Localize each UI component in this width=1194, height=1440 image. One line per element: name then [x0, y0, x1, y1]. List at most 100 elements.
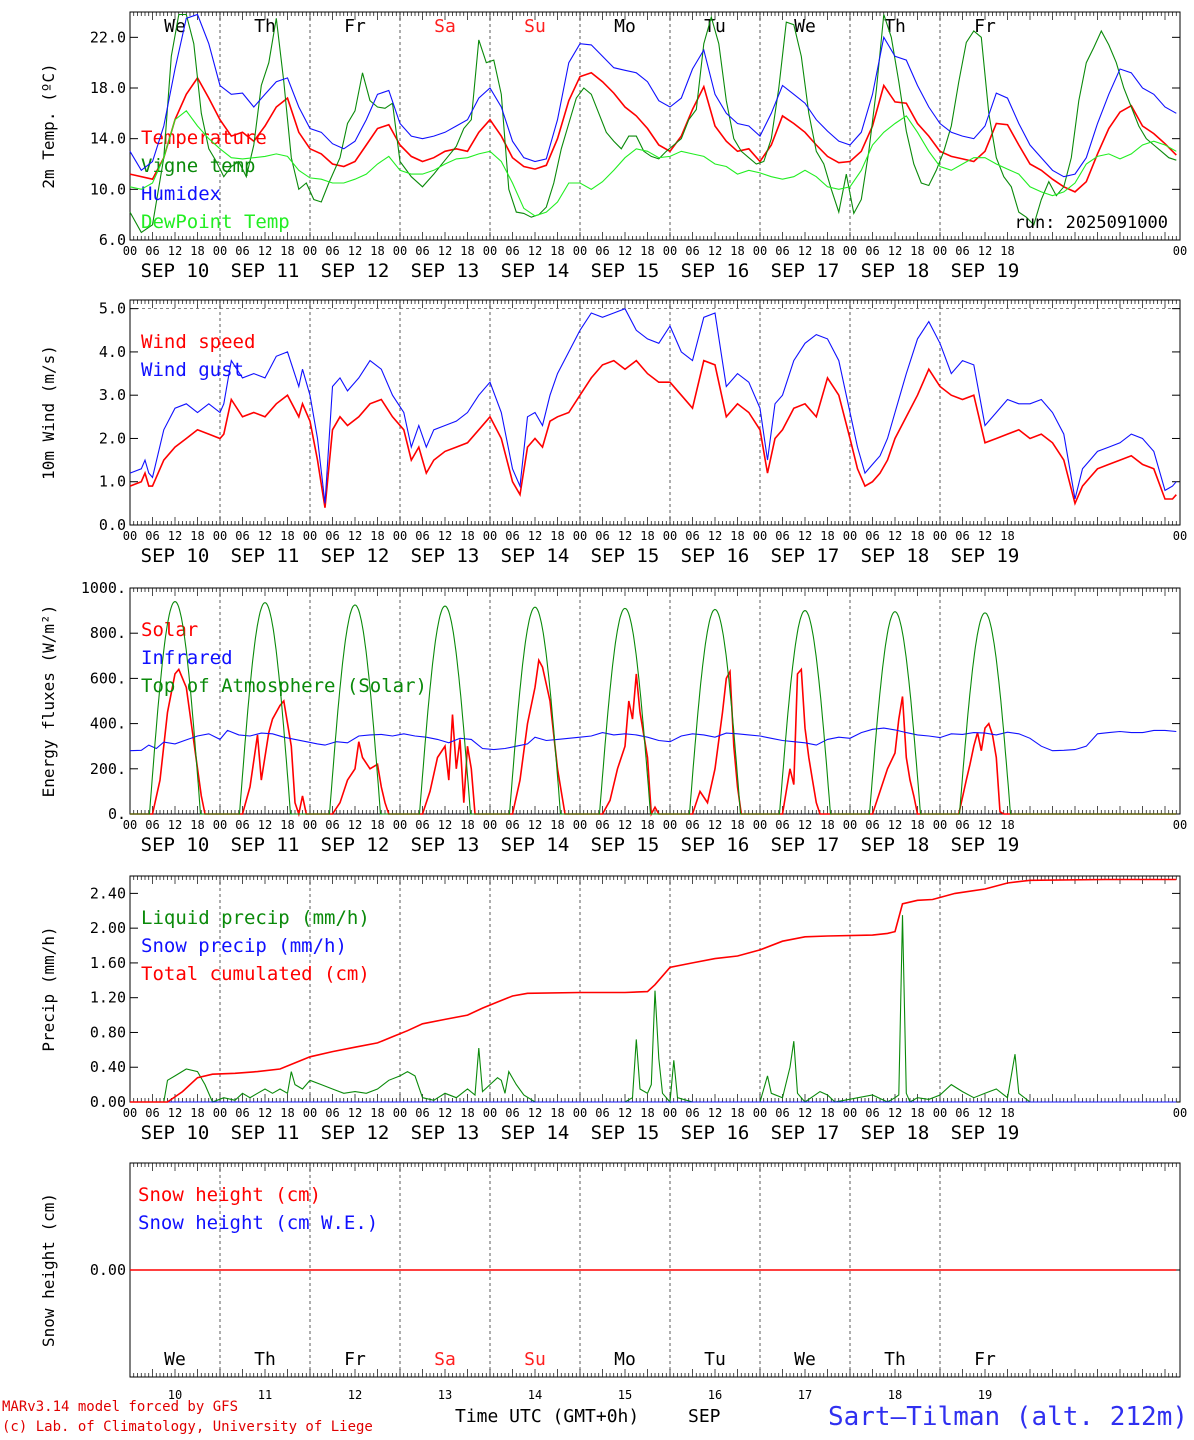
x-date-label: SEP 12 [321, 545, 390, 567]
x-date-label: SEP 17 [771, 545, 840, 567]
x-tick-label: 06 [595, 529, 609, 543]
model-credit: MARv3.14 model forced by GFS [2, 1399, 239, 1415]
x-date-label: SEP 16 [681, 1122, 750, 1144]
y-tick-label: 14.0 [90, 130, 126, 148]
x-tick-label: 12 [528, 818, 542, 832]
x-date-label: SEP 10 [141, 545, 210, 567]
x-tick-label: 06 [595, 818, 609, 832]
x-tick-label: 06 [865, 1106, 879, 1120]
x-tick-label: 00 [753, 244, 767, 258]
x-tick-label: 12 [618, 1106, 632, 1120]
y-tick-label: 1000. [81, 579, 126, 597]
x-tick-label: 12 [978, 529, 992, 543]
weekday-label: Sa [434, 16, 456, 37]
x-tick-label: 00 [393, 818, 407, 832]
day-number-label: 12 [348, 1388, 362, 1402]
x-date-label: SEP 13 [411, 545, 480, 567]
x-tick-label: 18 [370, 1106, 384, 1120]
x-tick-label: 00 [483, 818, 497, 832]
x-axis-title: Time UTC (GMT+0h) [455, 1406, 640, 1427]
x-tick-label: 18 [550, 1106, 564, 1120]
x-tick-label: 00 [393, 244, 407, 258]
x-tick-label: 00 [123, 818, 137, 832]
weekday-label: Th [254, 16, 276, 37]
x-tick-label: 00 [303, 818, 317, 832]
x-tick-label: 06 [955, 1106, 969, 1120]
y-axis-label: Precip (mm/h) [39, 926, 58, 1051]
x-tick-label: 18 [460, 244, 474, 258]
x-tick-label: 18 [280, 244, 294, 258]
y-tick-label: 0.00 [90, 1093, 126, 1111]
weekday-label: Fr [974, 16, 996, 37]
x-date-label: SEP 15 [591, 260, 660, 282]
x-tick-label: 06 [685, 529, 699, 543]
day-number-label: 16 [708, 1388, 722, 1402]
x-axis-month: SEP [688, 1406, 721, 1427]
x-date-label: SEP 16 [681, 260, 750, 282]
x-tick-label: 18 [820, 529, 834, 543]
series-line-dewpoint-temp [129, 110, 1177, 217]
x-date-label: SEP 16 [681, 545, 750, 567]
weekday-label: Th [884, 1349, 906, 1370]
x-tick-label: 18 [550, 529, 564, 543]
series-line-humidex [129, 13, 1177, 178]
weekday-label: Tu [704, 16, 726, 37]
x-date-label: SEP 18 [861, 545, 930, 567]
day-number-label: 10 [168, 1388, 182, 1402]
x-tick-label: 06 [775, 818, 789, 832]
weekday-label: Fr [974, 1349, 996, 1370]
series-line-wind-speed [129, 359, 1177, 508]
x-tick-label: 00 [663, 244, 677, 258]
x-tick-label: 12 [798, 1106, 812, 1120]
x-tick-label: 12 [618, 244, 632, 258]
x-tick-label: 18 [460, 529, 474, 543]
x-tick-label: 00 [753, 529, 767, 543]
x-tick-label: 06 [415, 1106, 429, 1120]
plot-frame [129, 11, 1181, 241]
y-tick-label: 5.0 [99, 300, 126, 318]
legend-entry: Snow height (cm W.E.) [138, 1212, 378, 1234]
x-date-label: SEP 14 [501, 834, 570, 856]
x-tick-label: 06 [955, 529, 969, 543]
x-tick-label: 12 [168, 818, 182, 832]
x-tick-label: 12 [528, 244, 542, 258]
x-tick-label: 00 [663, 529, 677, 543]
x-tick-label: 06 [685, 244, 699, 258]
x-tick-label: 00 [303, 244, 317, 258]
y-tick-label: 0.40 [90, 1058, 126, 1076]
x-tick-label: 00 [663, 1106, 677, 1120]
x-tick-label: 06 [235, 244, 249, 258]
x-tick-label: 06 [325, 1106, 339, 1120]
x-tick-label: 06 [505, 244, 519, 258]
x-tick-label: 06 [415, 818, 429, 832]
x-date-label: SEP 17 [771, 260, 840, 282]
x-tick-label: 06 [145, 529, 159, 543]
x-date-label: SEP 19 [951, 545, 1020, 567]
x-tick-label: 18 [1000, 529, 1014, 543]
x-tick-label: 18 [1000, 818, 1014, 832]
x-tick-label: 18 [280, 1106, 294, 1120]
day-number-label: 14 [528, 1388, 542, 1402]
x-date-label: SEP 13 [411, 1122, 480, 1144]
x-tick-label: 12 [348, 818, 362, 832]
x-date-label: SEP 14 [501, 545, 570, 567]
x-date-label: SEP 10 [141, 260, 210, 282]
x-tick-label: 18 [910, 818, 924, 832]
day-number-label: 18 [888, 1388, 902, 1402]
x-tick-label: 00 [1173, 244, 1187, 258]
legend-entry: Top of Atmosphere (Solar) [141, 675, 427, 697]
weekday-label: Su [524, 1349, 546, 1370]
x-tick-label: 06 [595, 1106, 609, 1120]
run-annotation: run: 2025091000 [1014, 213, 1168, 233]
x-tick-label: 00 [213, 1106, 227, 1120]
weekday-label: Sa [434, 1349, 456, 1370]
x-tick-label: 06 [325, 529, 339, 543]
x-tick-label: 12 [618, 529, 632, 543]
weekday-label: Mo [614, 1349, 636, 1370]
y-tick-label: 2.0 [99, 429, 126, 447]
x-tick-label: 18 [730, 244, 744, 258]
x-tick-label: 00 [483, 529, 497, 543]
x-tick-label: 12 [168, 1106, 182, 1120]
y-tick-label: 2.00 [90, 919, 126, 937]
x-date-label: SEP 19 [951, 260, 1020, 282]
